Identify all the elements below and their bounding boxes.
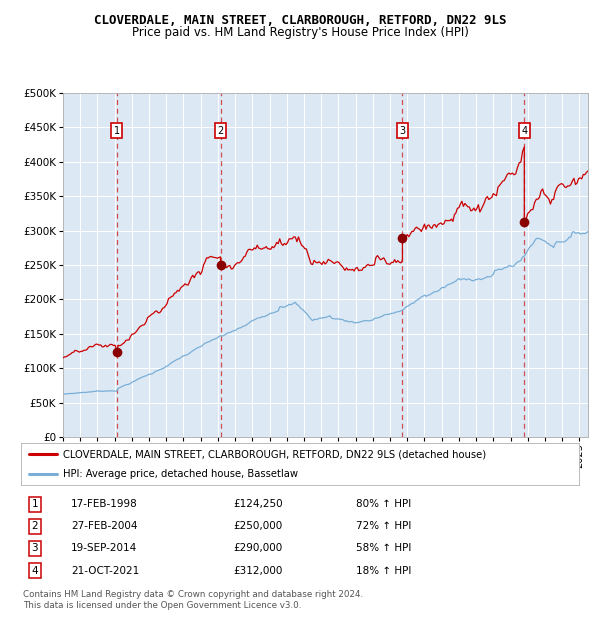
- Text: £312,000: £312,000: [233, 565, 283, 575]
- Text: 80% ↑ HPI: 80% ↑ HPI: [356, 499, 411, 509]
- Text: 18% ↑ HPI: 18% ↑ HPI: [356, 565, 411, 575]
- Text: HPI: Average price, detached house, Bassetlaw: HPI: Average price, detached house, Bass…: [63, 469, 298, 479]
- Text: £124,250: £124,250: [233, 499, 283, 509]
- Text: 3: 3: [32, 543, 38, 554]
- Text: Contains HM Land Registry data © Crown copyright and database right 2024.
This d: Contains HM Land Registry data © Crown c…: [23, 590, 363, 609]
- Text: 19-SEP-2014: 19-SEP-2014: [71, 543, 137, 554]
- Text: 3: 3: [400, 126, 406, 136]
- Text: 1: 1: [113, 126, 120, 136]
- Text: CLOVERDALE, MAIN STREET, CLARBOROUGH, RETFORD, DN22 9LS (detached house): CLOVERDALE, MAIN STREET, CLARBOROUGH, RE…: [63, 450, 486, 460]
- Text: 1: 1: [32, 499, 38, 509]
- Text: 27-FEB-2004: 27-FEB-2004: [71, 521, 138, 531]
- Text: CLOVERDALE, MAIN STREET, CLARBOROUGH, RETFORD, DN22 9LS: CLOVERDALE, MAIN STREET, CLARBOROUGH, RE…: [94, 14, 506, 27]
- Text: 4: 4: [521, 126, 527, 136]
- Text: Price paid vs. HM Land Registry's House Price Index (HPI): Price paid vs. HM Land Registry's House …: [131, 26, 469, 39]
- Text: 2: 2: [32, 521, 38, 531]
- Text: 58% ↑ HPI: 58% ↑ HPI: [356, 543, 411, 554]
- Text: 2: 2: [217, 126, 224, 136]
- Text: 4: 4: [32, 565, 38, 575]
- Text: 21-OCT-2021: 21-OCT-2021: [71, 565, 139, 575]
- Text: £250,000: £250,000: [233, 521, 282, 531]
- Text: £290,000: £290,000: [233, 543, 282, 554]
- Text: 72% ↑ HPI: 72% ↑ HPI: [356, 521, 411, 531]
- Text: 17-FEB-1998: 17-FEB-1998: [71, 499, 138, 509]
